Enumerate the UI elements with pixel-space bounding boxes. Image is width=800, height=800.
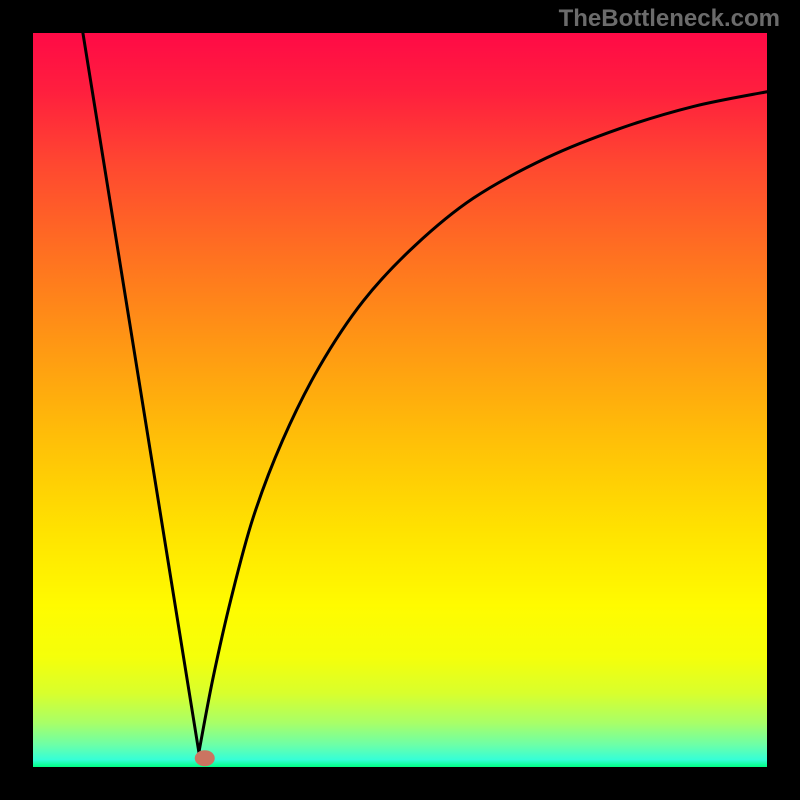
chart-container: TheBottleneck.com: [0, 0, 800, 800]
watermark-text: TheBottleneck.com: [559, 5, 780, 33]
gradient-plot-area: [33, 33, 767, 767]
